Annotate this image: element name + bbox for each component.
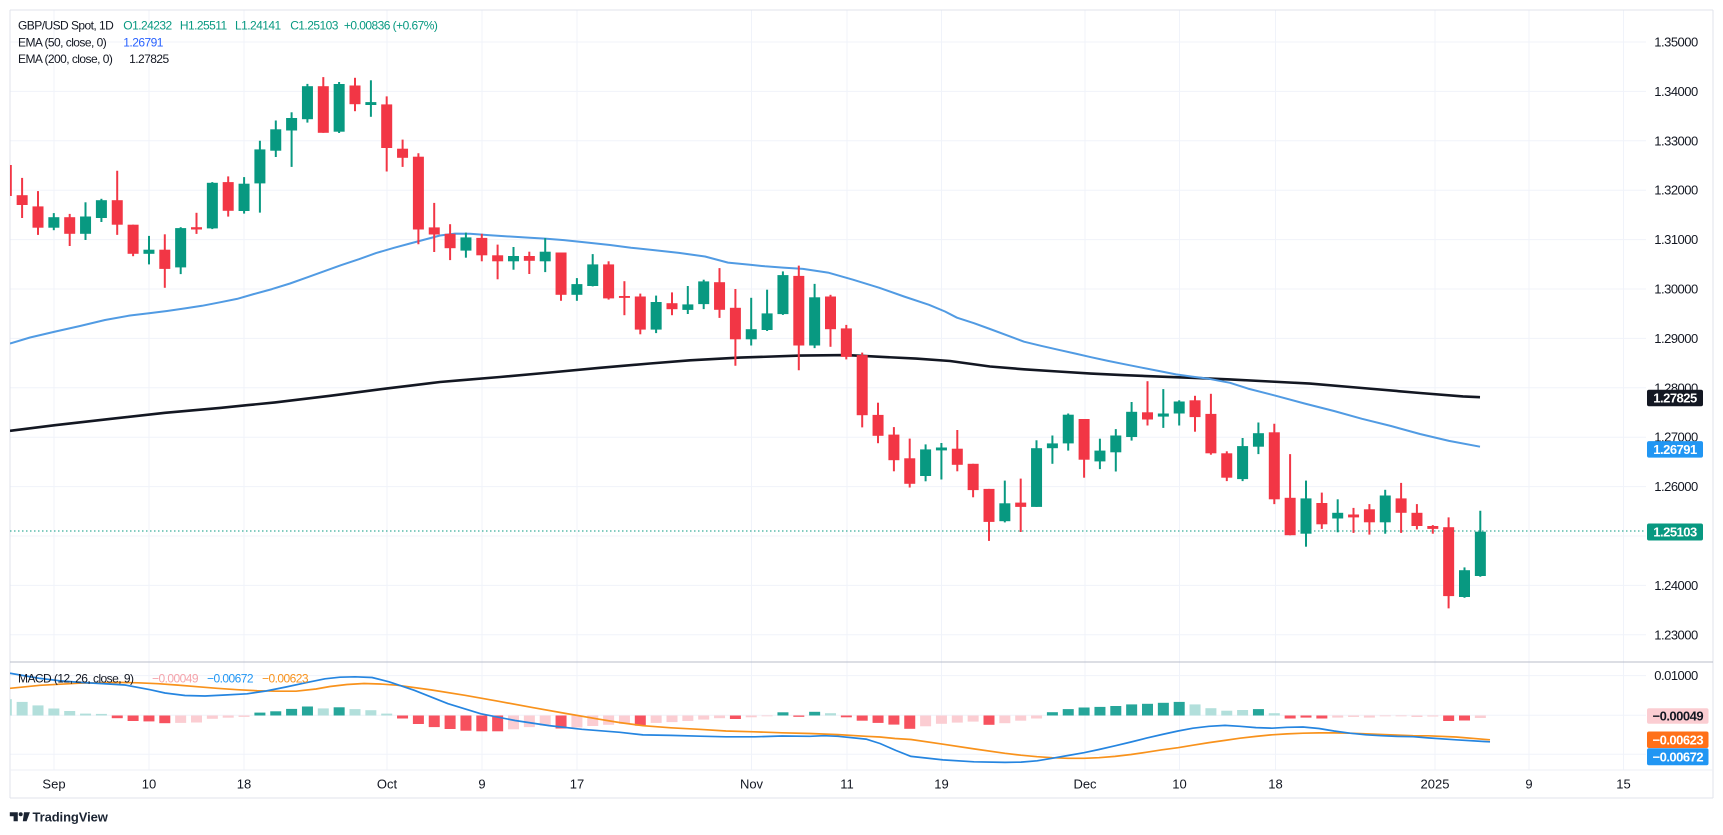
- svg-text:−0.00672: −0.00672: [1653, 749, 1704, 764]
- svg-text:9: 9: [478, 777, 485, 792]
- svg-text:EMA (200, close, 0): EMA (200, close, 0): [18, 52, 113, 66]
- svg-text:1.30000: 1.30000: [1654, 282, 1698, 297]
- svg-text:1.25103: 1.25103: [1653, 525, 1697, 540]
- svg-text:−0.00672: −0.00672: [207, 672, 254, 686]
- svg-text:1.26791: 1.26791: [123, 36, 163, 50]
- svg-text:GBP/USD Spot, 1D: GBP/USD Spot, 1D: [18, 19, 114, 33]
- svg-text:1.34000: 1.34000: [1654, 84, 1698, 99]
- svg-text:1.29000: 1.29000: [1654, 331, 1698, 346]
- svg-text:L1.24141: L1.24141: [235, 19, 282, 33]
- svg-text:H1.25511: H1.25511: [180, 19, 228, 33]
- svg-text:−0.00049: −0.00049: [1653, 709, 1704, 724]
- svg-text:−0.00049: −0.00049: [152, 672, 199, 686]
- svg-text:18: 18: [237, 777, 251, 792]
- svg-text:+0.00836 (+0.67%): +0.00836 (+0.67%): [344, 19, 438, 33]
- svg-text:MACD (12, 26, close, 9): MACD (12, 26, close, 9): [18, 672, 134, 686]
- svg-text:−0.00623: −0.00623: [262, 672, 309, 686]
- svg-text:1.35000: 1.35000: [1654, 35, 1698, 50]
- svg-text:1.26000: 1.26000: [1654, 479, 1698, 494]
- svg-text:18: 18: [1268, 777, 1282, 792]
- svg-text:1.26791: 1.26791: [1653, 442, 1697, 457]
- svg-text:1.32000: 1.32000: [1654, 183, 1698, 198]
- svg-text:19: 19: [934, 777, 948, 792]
- svg-text:1.27825: 1.27825: [129, 52, 169, 66]
- svg-text:EMA (50, close, 0): EMA (50, close, 0): [18, 36, 107, 50]
- svg-text:15: 15: [1616, 777, 1630, 792]
- svg-text:1.33000: 1.33000: [1654, 133, 1698, 148]
- svg-text:1.31000: 1.31000: [1654, 232, 1698, 247]
- svg-text:Dec: Dec: [1073, 777, 1097, 792]
- svg-text:−0.00623: −0.00623: [1653, 732, 1704, 747]
- svg-text:1.27825: 1.27825: [1653, 391, 1697, 406]
- svg-text:Nov: Nov: [740, 777, 764, 792]
- svg-text:9: 9: [1525, 777, 1532, 792]
- svg-text:O1.24232: O1.24232: [123, 19, 172, 33]
- svg-text:C1.25103: C1.25103: [290, 19, 339, 33]
- svg-text:10: 10: [142, 777, 156, 792]
- svg-text:1.24000: 1.24000: [1654, 578, 1698, 593]
- svg-text:TradingView: TradingView: [33, 809, 109, 824]
- svg-text:Oct: Oct: [377, 777, 398, 792]
- svg-text:2025: 2025: [1421, 777, 1450, 792]
- svg-text:Sep: Sep: [42, 777, 65, 792]
- svg-text:11: 11: [840, 777, 854, 792]
- svg-text:10: 10: [1172, 777, 1186, 792]
- svg-text:0.01000: 0.01000: [1654, 668, 1698, 683]
- svg-text:1.23000: 1.23000: [1654, 627, 1698, 642]
- svg-text:17: 17: [570, 777, 584, 792]
- svg-text:1.27000: 1.27000: [1654, 430, 1698, 445]
